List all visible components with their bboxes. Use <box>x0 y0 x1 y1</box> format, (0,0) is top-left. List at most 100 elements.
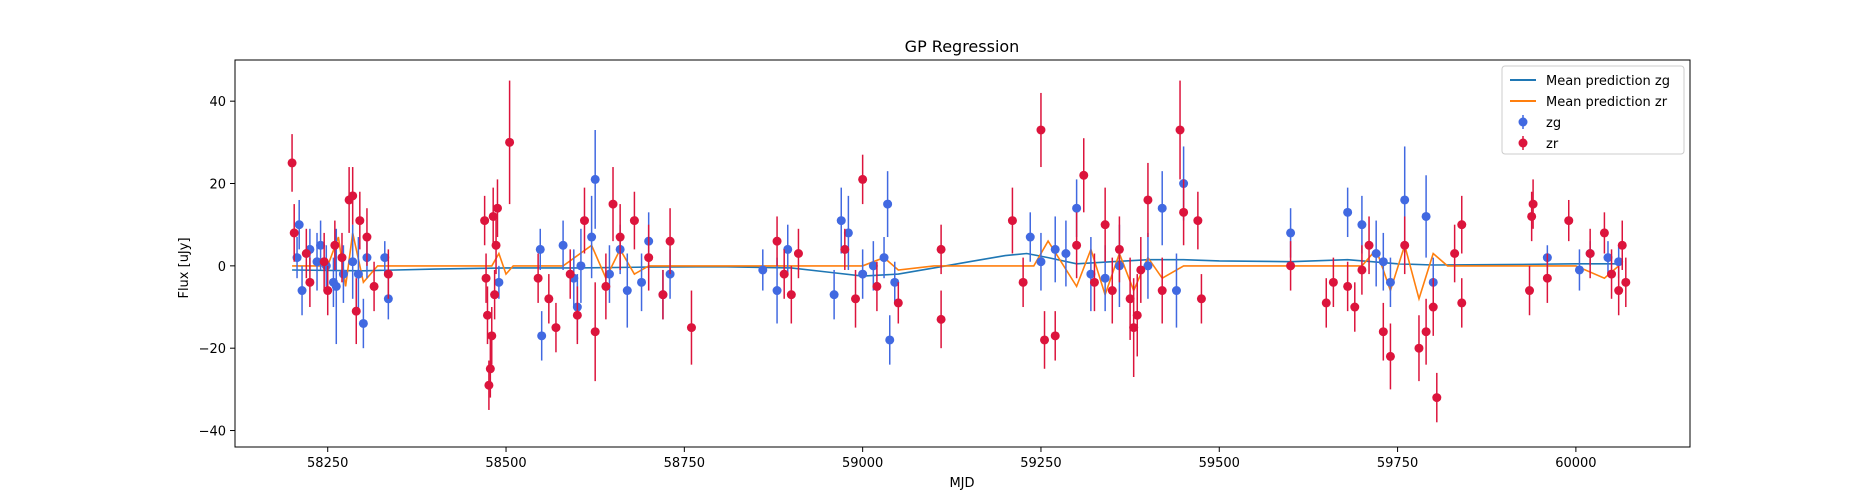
point-zg-37 <box>843 228 853 238</box>
point-zr-75 <box>1328 277 1338 287</box>
point-zr-52 <box>1007 216 1017 226</box>
point-zr-15 <box>480 216 490 226</box>
point-zr-35 <box>615 232 625 242</box>
point-zr-80 <box>1378 327 1388 337</box>
point-zr-20 <box>487 331 497 341</box>
point-zr-67 <box>1143 195 1153 205</box>
point-zg-17 <box>535 244 545 254</box>
point-zr-48 <box>872 281 882 291</box>
point-zg-19 <box>558 240 568 250</box>
point-zg-47 <box>1061 249 1071 258</box>
x-tick-label: 58750 <box>664 456 705 471</box>
point-zr-79 <box>1364 240 1374 250</box>
point-zg-46 <box>1050 244 1060 254</box>
point-zr-73 <box>1286 261 1296 271</box>
point-zg-14 <box>380 253 390 263</box>
point-zg-41 <box>883 199 893 209</box>
point-zg-27 <box>622 286 632 296</box>
point-zg-49 <box>1086 269 1096 279</box>
point-zr-68 <box>1157 286 1167 296</box>
point-zg-52 <box>1143 261 1153 271</box>
point-zg-1 <box>294 220 304 230</box>
point-zr-6 <box>330 240 340 250</box>
point-zr-63 <box>1125 294 1135 304</box>
chart-title: GP Regression <box>905 37 1020 56</box>
point-zg-34 <box>783 244 793 254</box>
point-zg-56 <box>1286 228 1296 238</box>
point-zr-17 <box>482 310 492 320</box>
legend-item-zr: zr <box>1518 136 1559 152</box>
point-zr-51 <box>936 314 946 324</box>
point-zg-54 <box>1171 286 1181 296</box>
point-zr-56 <box>1050 331 1060 341</box>
point-zr-31 <box>579 216 589 226</box>
point-zr-87 <box>1450 249 1460 258</box>
x-tick-label: 59750 <box>1377 456 1418 471</box>
point-zr-18 <box>484 380 494 390</box>
point-zr-50 <box>936 244 946 254</box>
point-zg-10 <box>348 257 358 267</box>
point-zg-11 <box>353 269 363 279</box>
point-zr-97 <box>1607 269 1617 279</box>
point-zg-61 <box>1385 277 1395 287</box>
x-tick-label: 59500 <box>1199 456 1240 471</box>
point-zr-45 <box>840 244 850 254</box>
point-zr-58 <box>1079 170 1089 180</box>
y-tick-label: 0 <box>218 260 226 275</box>
point-zg-12 <box>358 318 368 328</box>
point-zg-44 <box>1025 232 1035 242</box>
legend-box <box>1501 65 1685 155</box>
point-zr-43 <box>786 290 796 300</box>
point-zr-49 <box>893 298 903 308</box>
x-tick-label: 58500 <box>485 456 526 471</box>
point-zr-71 <box>1193 216 1203 226</box>
point-zr-59 <box>1089 277 1099 287</box>
point-zr-86 <box>1432 393 1442 403</box>
point-zr-19 <box>485 364 495 374</box>
point-zg-22 <box>576 261 586 271</box>
point-zr-46 <box>851 294 861 304</box>
legend-marker-swatch <box>1518 117 1528 127</box>
point-zr-53 <box>1018 277 1028 287</box>
x-tick-label: 58250 <box>307 456 348 471</box>
point-zr-42 <box>779 269 789 279</box>
point-zg-5 <box>316 240 326 250</box>
point-zg-66 <box>1574 265 1584 275</box>
point-zg-50 <box>1100 273 1110 283</box>
x-axis-label: MJD <box>949 476 974 491</box>
point-zr-28 <box>551 323 561 333</box>
mean-line-zg <box>292 252 1619 277</box>
legend-label: zr <box>1546 137 1559 152</box>
x-tick-label: 59250 <box>1020 456 1061 471</box>
point-zr-91 <box>1527 211 1537 221</box>
point-zg-42 <box>885 335 895 345</box>
point-zr-84 <box>1421 327 1431 337</box>
x-tick-label: 59000 <box>842 456 883 471</box>
point-zr-11 <box>355 216 365 226</box>
y-axis-label: Flux [uJy] <box>177 237 192 298</box>
point-zg-33 <box>772 286 782 296</box>
point-zg-69 <box>1614 257 1624 267</box>
point-zr-89 <box>1457 298 1467 308</box>
point-zr-72 <box>1196 294 1206 304</box>
point-zr-47 <box>858 174 868 184</box>
point-zr-23 <box>491 240 501 250</box>
point-zr-33 <box>601 281 611 291</box>
point-zg-45 <box>1036 257 1046 267</box>
point-zg-8 <box>331 281 341 291</box>
point-zr-74 <box>1321 298 1331 308</box>
point-zr-99 <box>1617 240 1627 250</box>
legend-label: Mean prediction zr <box>1546 95 1668 110</box>
point-zr-100 <box>1621 277 1631 287</box>
point-zr-9 <box>348 191 358 201</box>
point-zg-57 <box>1343 207 1353 217</box>
point-zr-13 <box>369 281 379 291</box>
point-zg-48 <box>1072 203 1082 213</box>
point-zr-88 <box>1457 220 1467 230</box>
point-zg-23 <box>587 232 597 242</box>
point-zr-78 <box>1357 265 1367 275</box>
point-zg-60 <box>1378 257 1388 267</box>
point-zg-24 <box>590 174 600 184</box>
legend-label: Mean prediction zg <box>1546 74 1670 89</box>
